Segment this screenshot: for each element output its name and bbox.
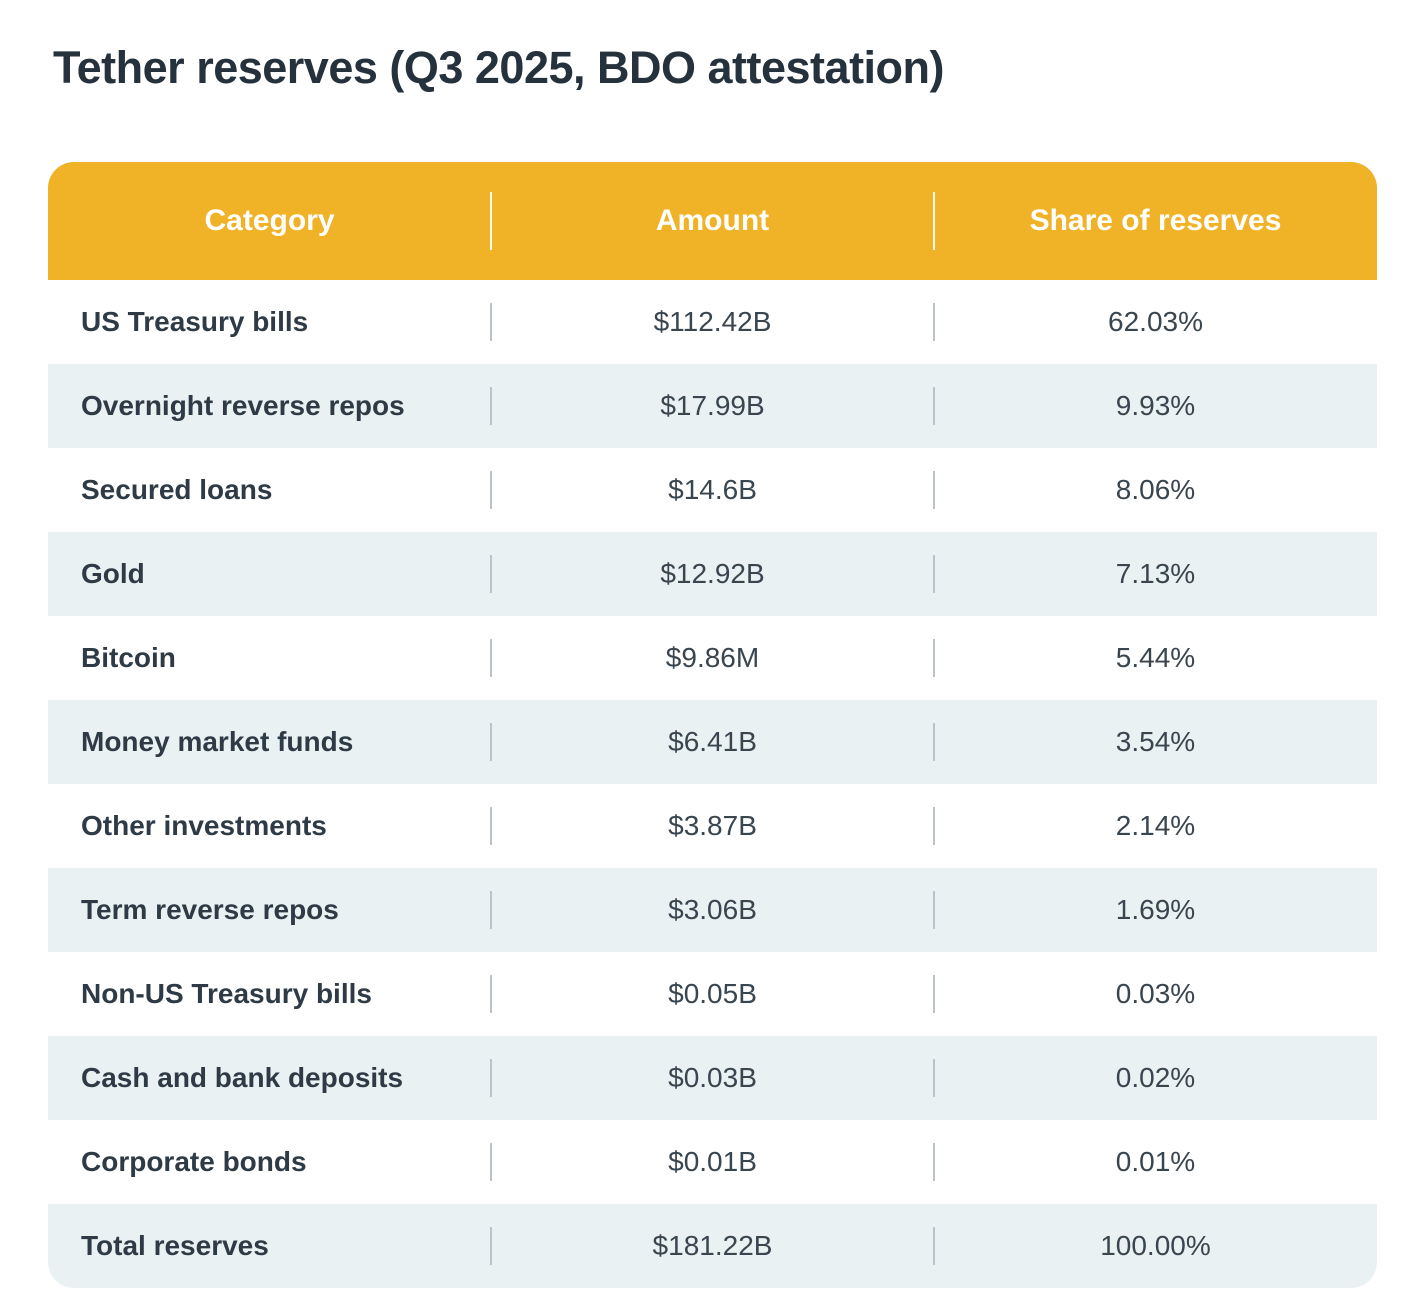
amount-cell: $181.22B bbox=[491, 1204, 934, 1288]
share-cell: 9.93% bbox=[934, 364, 1377, 448]
table-row-total: Total reserves $181.22B 100.00% bbox=[48, 1203, 1377, 1288]
share-cell: 5.44% bbox=[934, 616, 1377, 700]
table-row: Overnight reverse repos $17.99B 9.93% bbox=[48, 363, 1377, 448]
amount-cell: $12.92B bbox=[491, 532, 934, 616]
category-cell: Term reverse repos bbox=[81, 893, 339, 925]
category-cell: Non-US Treasury bills bbox=[81, 977, 372, 1009]
amount-cell: $17.99B bbox=[491, 364, 934, 448]
table-row: Non-US Treasury bills $0.05B 0.03% bbox=[48, 951, 1377, 1036]
reserves-table: Category Amount Share of reserves US Tre… bbox=[48, 161, 1377, 1288]
share-cell: 3.54% bbox=[934, 700, 1377, 784]
share-cell: 0.02% bbox=[934, 1036, 1377, 1120]
category-cell: Overnight reverse repos bbox=[81, 389, 405, 421]
table-row: US Treasury bills $112.42B 62.03% bbox=[48, 279, 1377, 364]
header-amount: Amount bbox=[491, 162, 934, 280]
share-cell: 7.13% bbox=[934, 532, 1377, 616]
category-cell: Other investments bbox=[81, 809, 327, 841]
amount-cell: $3.87B bbox=[491, 784, 934, 868]
table-row: Term reverse repos $3.06B 1.69% bbox=[48, 867, 1377, 952]
amount-cell: $6.41B bbox=[491, 700, 934, 784]
category-cell: Total reserves bbox=[81, 1229, 269, 1261]
page-title: Tether reserves (Q3 2025, BDO attestatio… bbox=[53, 42, 945, 93]
table-row: Cash and bank deposits $0.03B 0.02% bbox=[48, 1035, 1377, 1120]
amount-cell: $9.86M bbox=[491, 616, 934, 700]
table-row: Other investments $3.87B 2.14% bbox=[48, 783, 1377, 868]
header-share: Share of reserves bbox=[934, 162, 1377, 280]
category-cell: US Treasury bills bbox=[81, 305, 309, 337]
table-header-row: Category Amount Share of reserves bbox=[48, 161, 1377, 280]
share-cell: 0.01% bbox=[934, 1120, 1377, 1204]
share-cell: 62.03% bbox=[934, 280, 1377, 364]
share-cell: 2.14% bbox=[934, 784, 1377, 868]
amount-cell: $14.6B bbox=[491, 448, 934, 532]
category-cell: Secured loans bbox=[81, 473, 273, 505]
table-row: Bitcoin $9.86M 5.44% bbox=[48, 615, 1377, 700]
category-cell: Corporate bonds bbox=[81, 1145, 307, 1177]
category-cell: Gold bbox=[81, 557, 145, 589]
amount-cell: $112.42B bbox=[491, 280, 934, 364]
share-cell: 8.06% bbox=[934, 448, 1377, 532]
category-cell: Bitcoin bbox=[81, 641, 176, 673]
amount-cell: $0.01B bbox=[491, 1120, 934, 1204]
category-cell: Cash and bank deposits bbox=[81, 1061, 404, 1093]
table-row: Gold $12.92B 7.13% bbox=[48, 531, 1377, 616]
share-cell: 1.69% bbox=[934, 868, 1377, 952]
table-row: Secured loans $14.6B 8.06% bbox=[48, 447, 1377, 532]
amount-cell: $3.06B bbox=[491, 868, 934, 952]
amount-cell: $0.05B bbox=[491, 952, 934, 1036]
share-cell: 100.00% bbox=[934, 1204, 1377, 1288]
category-cell: Money market funds bbox=[81, 725, 354, 757]
table-row: Money market funds $6.41B 3.54% bbox=[48, 699, 1377, 784]
header-category: Category bbox=[204, 203, 335, 237]
amount-cell: $0.03B bbox=[491, 1036, 934, 1120]
table-row: Corporate bonds $0.01B 0.01% bbox=[48, 1119, 1377, 1204]
share-cell: 0.03% bbox=[934, 952, 1377, 1036]
